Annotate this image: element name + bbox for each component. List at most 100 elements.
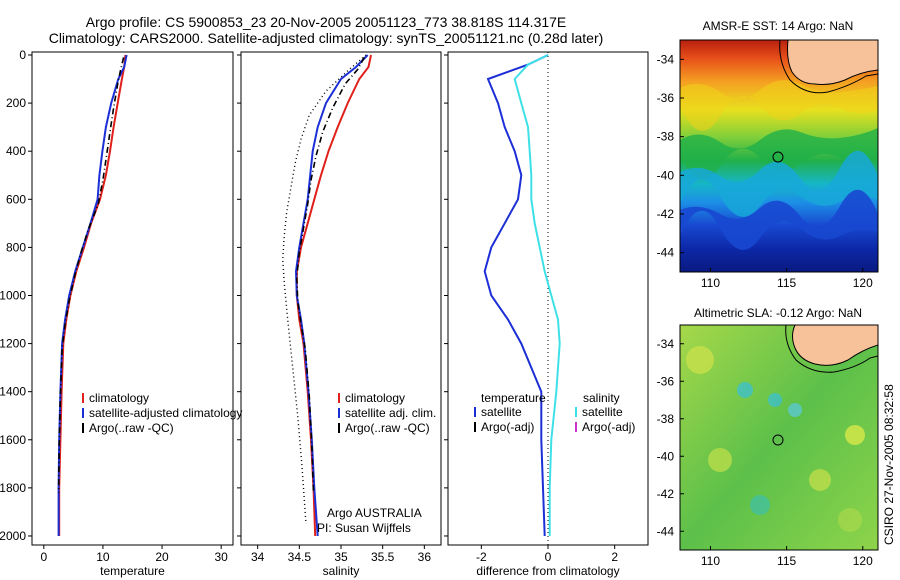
series-line-argo	[295, 57, 366, 493]
legend-title-temperature: temperature	[481, 391, 546, 405]
legend-label-satellite: satellite	[481, 405, 522, 419]
x-tick-label: 0	[40, 550, 47, 564]
sla-blob	[686, 346, 714, 374]
x-tick-label: 0	[545, 550, 552, 564]
map-y-tick-label: -44	[657, 246, 675, 260]
map-y-tick-label: -42	[657, 487, 675, 501]
y-tick-label: 200	[6, 96, 26, 110]
map-y-tick-label: -40	[657, 449, 675, 463]
sla-map	[680, 325, 878, 550]
y-tick-label: 400	[6, 144, 26, 158]
sla-map-ticks: 110 115 120 -34 -36 -38 -40 -42 -44	[657, 337, 873, 568]
sla-map-frame	[679, 324, 879, 551]
map-y-tick-label: -38	[657, 130, 675, 144]
series-line-sal_satellite	[513, 54, 561, 536]
sla-blob	[845, 425, 865, 445]
x-tick-label: 36	[418, 550, 432, 564]
temperature-plot: 0 10 20 30 temperature 0 200 400 600 800 1000 1200 1…	[0, 48, 228, 578]
series-line-argo	[57, 57, 125, 493]
y-tick-label: 800	[6, 240, 26, 254]
sst-wavy-band-3	[680, 189, 878, 250]
legend-label-satellite: satellite adj. clim.	[345, 406, 436, 420]
x-tick-label: 35	[334, 550, 348, 564]
y-tick-label: 1400	[0, 385, 26, 399]
sst-coast-contour	[779, 40, 878, 94]
map-y-tick-label: -34	[657, 52, 675, 66]
x-tick-label: 34	[251, 550, 265, 564]
y-tick-label: 1600	[0, 433, 26, 447]
sst-map-frame	[679, 39, 879, 273]
map-x-tick-label: 110	[701, 276, 720, 290]
map-y-tick-label: -42	[657, 207, 675, 221]
legend-label-sal-argo-adj: Argo(-adj)	[582, 420, 635, 434]
difference-plot-frame	[447, 51, 649, 546]
map-x-tick-label: 120	[853, 554, 873, 568]
legend-label-argo: Argo(..raw -QC)	[345, 421, 430, 435]
x-axis-label: salinity	[323, 564, 360, 578]
sla-blob	[737, 382, 753, 398]
annotation-pi: PI: Susan Wijffels	[317, 521, 411, 535]
map-x-tick-label: 115	[777, 276, 796, 290]
sst-argo-marker	[772, 151, 784, 163]
legend-label-climatology: climatology	[89, 391, 149, 405]
sst-map	[680, 40, 878, 272]
y-tick-label: 0	[19, 48, 26, 62]
header-line-1: Argo profile: CS 5900853_23 20-Nov-2005 …	[86, 14, 567, 30]
map-y-tick-label: -38	[657, 412, 675, 426]
salinity-plot: 34 34.5 35 35.5 36 salinity	[237, 54, 432, 578]
sla-coast-contour	[785, 325, 878, 373]
x-tick-label: -2	[476, 550, 487, 564]
y-tick-label: 2000	[0, 529, 26, 543]
x-tick-label: 2	[611, 550, 618, 564]
y-tick-label: 1800	[0, 481, 26, 495]
map-y-tick-label: -44	[657, 524, 675, 538]
y-tick-label: 600	[6, 192, 26, 206]
x-tick-label: 35.5	[371, 550, 395, 564]
legend-label-argo-adj: Argo(-adj)	[481, 420, 534, 434]
x-axis-label: temperature	[100, 564, 165, 578]
sla-blob	[768, 393, 782, 407]
series-line-satellite	[483, 54, 549, 537]
annotation-argo-australia: Argo AUSTRALIA	[327, 506, 422, 520]
sla-argo-marker	[772, 434, 784, 446]
map-y-tick-label: -36	[657, 374, 675, 388]
map-y-tick-label: -36	[657, 91, 675, 105]
sla-blob	[788, 403, 802, 417]
y-tick-label: 1000	[0, 288, 26, 302]
x-axis-label: difference from climatology	[476, 564, 619, 578]
salinity-legend: climatology satellite adj. clim. Argo(..…	[317, 391, 436, 535]
map-x-tick-label: 110	[701, 554, 720, 568]
map-x-tick-label: 115	[777, 554, 796, 568]
sla-map-title: Altimetric SLA: -0.12 Argo: NaN	[694, 306, 862, 320]
difference-legend: temperature satellite Argo(-adj) salinit…	[474, 391, 635, 434]
x-tick-label: 20	[155, 550, 169, 564]
x-tick-label: 10	[96, 550, 110, 564]
legend-title-salinity: salinity	[583, 391, 620, 405]
legend-label-sal-satellite: satellite	[582, 405, 623, 419]
sst-wavy-band-2	[680, 150, 878, 217]
series-line-argo	[281, 54, 367, 525]
header-line-2: Climatology: CARS2000. Satellite-adjuste…	[49, 30, 604, 46]
sla-blob	[838, 508, 862, 532]
map-y-tick-label: -40	[657, 168, 675, 182]
sla-land	[792, 325, 878, 366]
map-x-tick-label: 120	[853, 276, 873, 290]
sst-map-title: AMSR-E SST: 14 Argo: NaN	[703, 19, 854, 33]
sla-blob	[809, 469, 831, 491]
sla-blob	[750, 495, 770, 515]
temperature-legend: climatology satellite-adjusted climatolo…	[82, 391, 242, 435]
legend-label-argo: Argo(..raw -QC)	[89, 421, 174, 435]
sst-warm-band	[680, 80, 878, 131]
sst-land	[787, 40, 878, 85]
sst-map-ticks: 110 115 120 -34 -36 -38 -40 -42 -44	[657, 52, 873, 290]
legend-label-climatology: climatology	[345, 391, 405, 405]
sla-blob	[708, 448, 732, 472]
x-tick-label: 30	[214, 550, 228, 564]
side-timestamp: CSIRO 27-Nov-2005 08:32:58	[882, 384, 896, 545]
legend-label-satellite: satellite-adjusted climatology	[89, 406, 242, 420]
map-y-tick-label: -34	[657, 337, 675, 351]
x-tick-label: 34.5	[288, 550, 312, 564]
temperature-plot-frame	[31, 51, 234, 546]
